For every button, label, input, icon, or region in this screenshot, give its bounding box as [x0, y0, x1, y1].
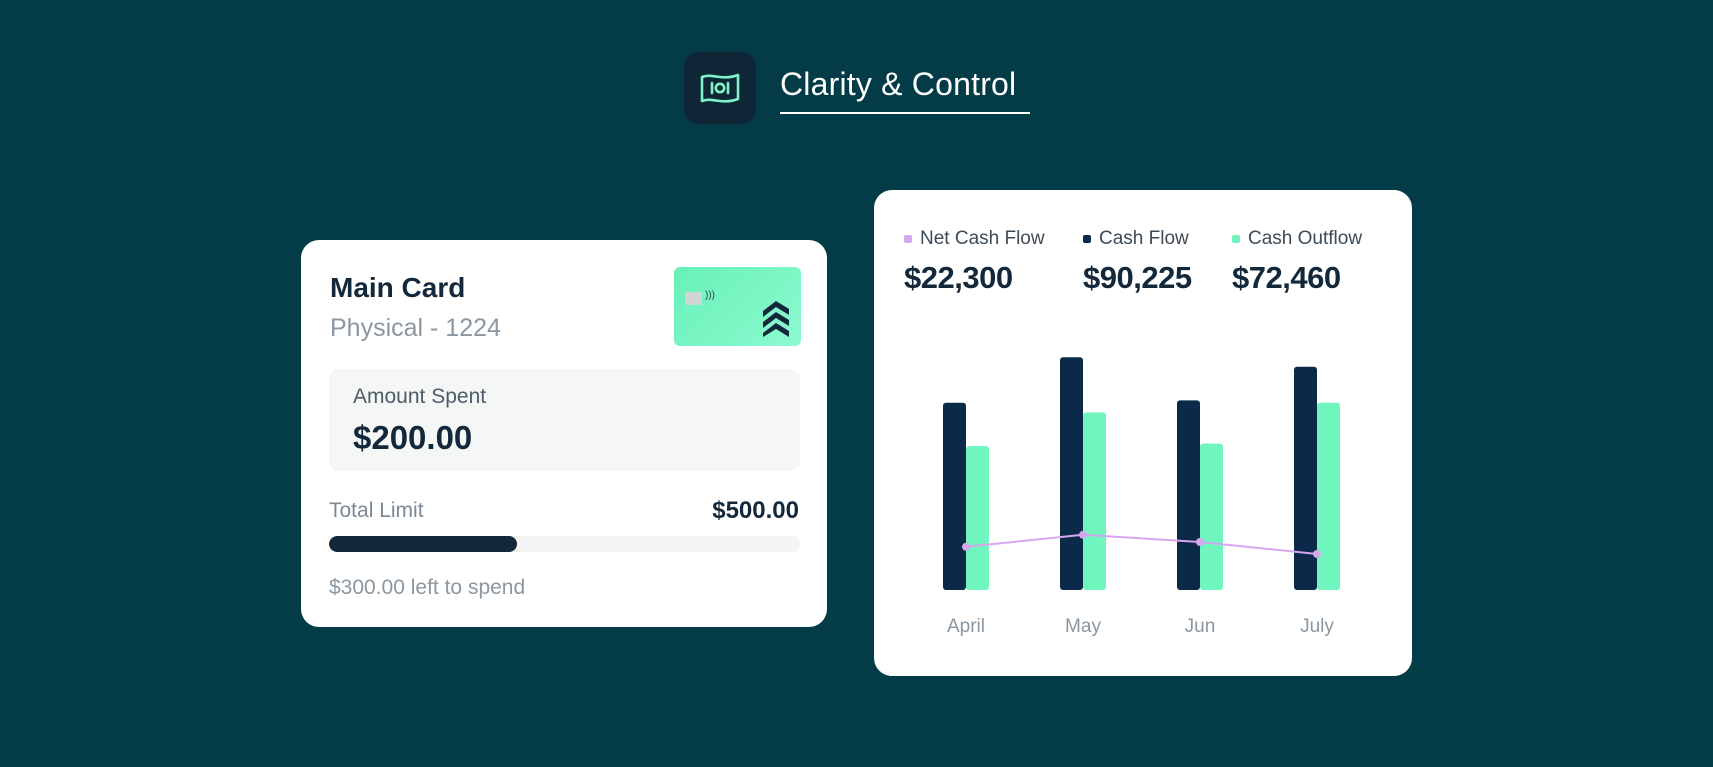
bar-cash-flow-jun — [1177, 400, 1200, 590]
total-limit-label: Total Limit — [329, 499, 424, 522]
legend-label: Cash Outflow — [1248, 228, 1363, 249]
bar-cash-outflow-july — [1317, 402, 1340, 590]
spend-progress-bar — [329, 536, 800, 552]
x-tick-label: May — [1065, 616, 1101, 637]
legend-cash-outflow: Cash Outflow $72,460 — [1232, 228, 1362, 296]
x-tick-label: April — [947, 616, 985, 637]
card-subtitle: Physical - 1224 — [330, 314, 501, 342]
card-image: ))) — [674, 267, 801, 346]
page-title: Clarity & Control — [780, 66, 1017, 102]
legend-dot-cash-outflow — [1232, 235, 1240, 243]
bar-cash-outflow-jun — [1200, 443, 1223, 590]
chip-icon — [685, 292, 702, 305]
bar-cash-flow-april — [943, 402, 966, 590]
amount-spent-label: Amount Spent — [353, 385, 487, 408]
left-to-spend-text: $300.00 left to spend — [329, 576, 526, 599]
point-net-cash-flow-jun — [1196, 538, 1204, 546]
legend-dot-cash-flow — [1083, 235, 1091, 243]
contactless-icon: ))) — [705, 290, 715, 301]
card-title: Main Card — [330, 272, 466, 303]
title-underline — [780, 112, 1030, 114]
brand-logo-icon — [763, 301, 789, 337]
cash-flow-chart-panel: Net Cash Flow $22,300 Cash Flow $90,225 … — [874, 190, 1412, 676]
point-net-cash-flow-july — [1313, 550, 1321, 558]
bar-cash-outflow-may — [1083, 412, 1106, 590]
line-net-cash-flow — [965, 533, 1318, 555]
legend-dot-net-cash-flow — [904, 235, 912, 243]
app-icon — [684, 52, 756, 124]
bar-cash-flow-july — [1294, 366, 1317, 590]
spend-progress-fill — [329, 536, 518, 552]
bar-cash-flow-may — [1060, 357, 1083, 590]
x-tick-label: Jun — [1185, 616, 1216, 637]
total-limit-value: $500.00 — [712, 497, 799, 524]
point-net-cash-flow-april — [962, 542, 970, 551]
point-net-cash-flow-may — [1079, 530, 1087, 539]
amount-spent-value: $200.00 — [353, 419, 473, 456]
net-cash-flow-value: $22,300 — [904, 260, 1013, 295]
cash-icon — [700, 73, 740, 103]
cash-flow-value: $90,225 — [1083, 260, 1192, 295]
legend-label: Net Cash Flow — [920, 228, 1045, 249]
bar-cash-outflow-april — [966, 446, 989, 590]
legend-label: Cash Flow — [1099, 228, 1189, 249]
legend-net-cash-flow: Net Cash Flow $22,300 — [904, 228, 1045, 296]
amount-spent-box: Amount Spent $200.00 — [329, 369, 800, 471]
bar-chart: April May Jun July — [943, 357, 1340, 637]
cash-outflow-value: $72,460 — [1232, 260, 1341, 295]
page-title-group: Clarity & Control — [780, 62, 1030, 114]
card-panel: Main Card Physical - 1224 ))) Amount Spe… — [301, 240, 827, 627]
legend-cash-flow: Cash Flow $90,225 — [1083, 228, 1192, 296]
x-tick-label: July — [1300, 616, 1334, 637]
